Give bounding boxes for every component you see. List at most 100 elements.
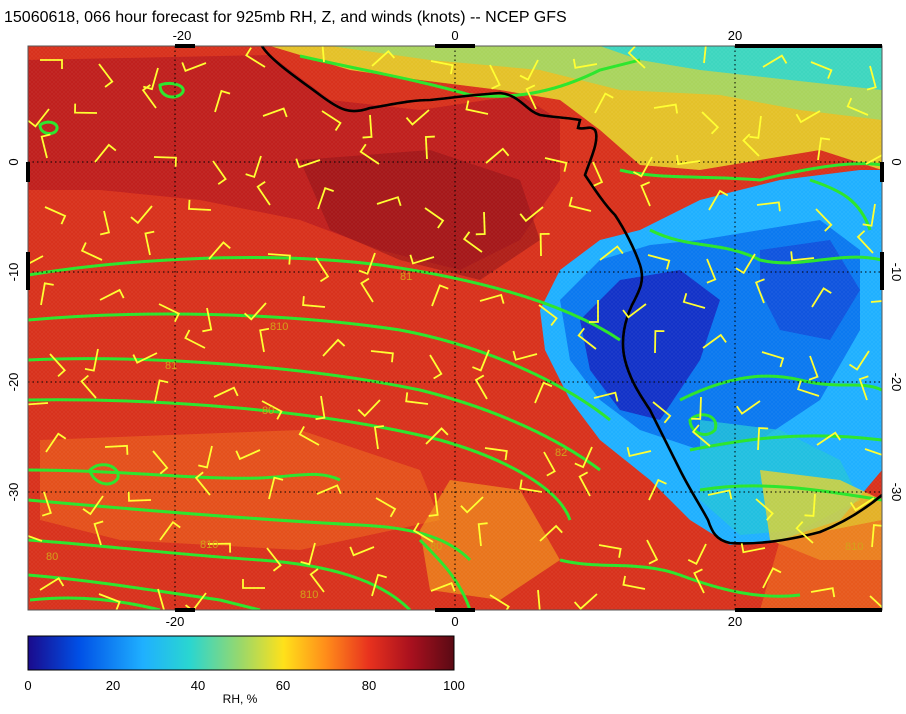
wind-barb [84,348,99,372]
wind-barb [477,522,488,547]
wind-barb [194,471,211,496]
wind-barb [202,307,213,333]
wind-barb [300,542,316,566]
wind-barb [742,133,760,157]
wind-barb [93,520,104,546]
wind-barb [543,451,556,477]
wind-barb [243,302,267,321]
wind-barb [315,395,326,421]
wind-barb [82,495,104,516]
wind-barb [534,381,553,404]
wind-barb [640,181,651,207]
wind-barb [405,392,429,405]
wind-barb [358,252,376,275]
height-contours [28,54,882,610]
wind-barb [127,491,152,502]
colorbar-tick-20: 20 [105,678,121,693]
wind-barb [735,253,756,275]
wind-barb [703,46,707,64]
wind-barb [213,386,239,398]
wind-barb [654,330,665,354]
contour-label: 80 [262,405,274,417]
wind-barb [214,89,231,113]
wind-barb [157,588,165,610]
wind-barb [594,92,614,114]
wind-barb [256,180,271,206]
wind-barb [577,327,597,350]
lon-tick-top-1: 0 [451,28,458,43]
wind-barb [754,278,765,304]
lon-tick-bottom-1: 0 [451,614,458,629]
wind-barb [484,447,508,461]
wind-barb [756,201,781,212]
wind-barb [465,100,489,115]
lat-tick-left-2: -20 [6,373,21,392]
wind-barb [544,157,568,172]
wind-barb [848,350,870,371]
wind-barb [701,111,720,135]
wind-barb [268,476,284,500]
wind-barb [371,573,387,597]
rh-field [28,46,882,610]
wind-barb [208,241,231,260]
colorbar-tick-0: 0 [24,678,32,693]
wind-barb [573,593,598,610]
wind-barb [702,333,727,349]
wind-barb [462,231,483,253]
wind-barb [49,353,66,378]
wind-barb [159,520,181,541]
wind-barb [795,110,821,124]
wind-barb [424,207,445,229]
wind-barb [428,492,439,517]
wind-barb [212,160,227,185]
wind-barb [749,115,762,139]
wind-barb [309,568,325,593]
wind-barb [261,400,283,420]
wind-barb [28,534,43,542]
wind-barb [568,196,592,212]
wind-barb [866,65,877,91]
wind-barb [691,424,711,447]
wind-barb [475,211,486,236]
wind-barb [706,258,717,284]
contour-label: 80 [46,551,58,563]
frame-ticks [26,44,884,612]
wind-barb [141,84,157,109]
wind-barb [405,109,430,126]
wind-barb [266,547,282,572]
wind-barb [181,62,207,73]
wind-barb [740,543,766,554]
wind-barb [40,59,63,69]
wind-barb [245,47,266,68]
wind-barb [40,282,54,306]
wind-barb [796,380,820,397]
wind-barb [429,354,443,380]
wind-barb [80,374,97,399]
wind-barb [460,496,484,514]
lon-tick-top-0: -20 [173,28,192,43]
wind-barb [687,543,707,565]
wind-barb [144,230,155,256]
wind-barb [430,581,456,592]
wind-barb [633,156,653,178]
wind-barb [762,567,782,589]
wind-barb [267,253,291,265]
wind-barb [28,255,44,265]
wind-barb [599,245,624,261]
wind-barb [870,300,882,303]
wind-barb [519,59,539,81]
wind-barb [865,154,882,165]
wind-barb [373,425,384,450]
colorbar-tick-80: 80 [361,678,377,693]
wind-barb [242,579,265,589]
wind-barb [357,399,381,418]
wind-barb [736,400,761,415]
lat-tick-right-3: -30 [889,483,904,502]
wind-barb [235,449,261,461]
contour-label: 82 [555,447,567,459]
wind-barb [295,158,321,169]
wind-barb [74,103,98,114]
wind-barb [708,189,729,211]
wind-barb [322,338,346,357]
wind-barb [871,524,882,548]
